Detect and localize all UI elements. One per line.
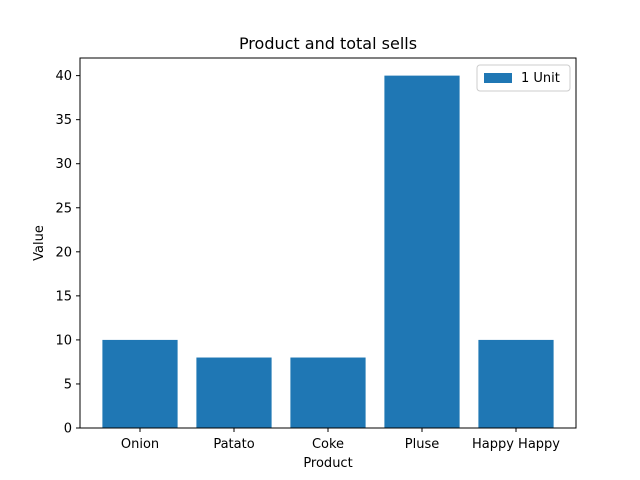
- x-tick-label: Happy Happy: [472, 437, 560, 452]
- x-tick-label: Patato: [213, 437, 254, 452]
- bar-onion: [102, 339, 178, 428]
- legend-swatch: [484, 73, 512, 83]
- y-tick-label: 35: [55, 113, 72, 128]
- y-tick-label: 40: [55, 69, 72, 84]
- bars-group: [102, 75, 554, 428]
- y-axis-label: Value: [32, 225, 47, 261]
- legend-box: [476, 64, 571, 92]
- bar-pluse: [384, 75, 460, 428]
- chart-title: Product and total sells: [239, 34, 417, 53]
- x-axis-label: Product: [303, 456, 352, 471]
- y-tick-label: 0: [64, 422, 72, 437]
- x-tick-label: Coke: [312, 437, 344, 452]
- legend: 1 Unit: [476, 64, 571, 92]
- y-tick-label: 25: [55, 201, 72, 216]
- y-tick-label: 5: [64, 377, 72, 392]
- x-tick-label: Pluse: [405, 437, 439, 452]
- y-tick-label: 15: [55, 289, 72, 304]
- y-tick-label: 10: [55, 333, 72, 348]
- y-tick-label: 30: [55, 157, 72, 172]
- x-axis-ticks: Onion Patato Coke Pluse Happy Happy: [121, 428, 560, 452]
- y-tick-label: 20: [55, 245, 72, 260]
- x-tick-label: Onion: [121, 437, 159, 452]
- bar-happy-happy: [478, 339, 554, 428]
- bar-coke: [290, 357, 366, 428]
- legend-label: 1 Unit: [521, 71, 560, 86]
- bar-patato: [196, 357, 272, 428]
- plot-frame: [79, 57, 577, 429]
- y-axis-ticks: 0 5 10 15 20 25 30 35 40: [55, 69, 80, 437]
